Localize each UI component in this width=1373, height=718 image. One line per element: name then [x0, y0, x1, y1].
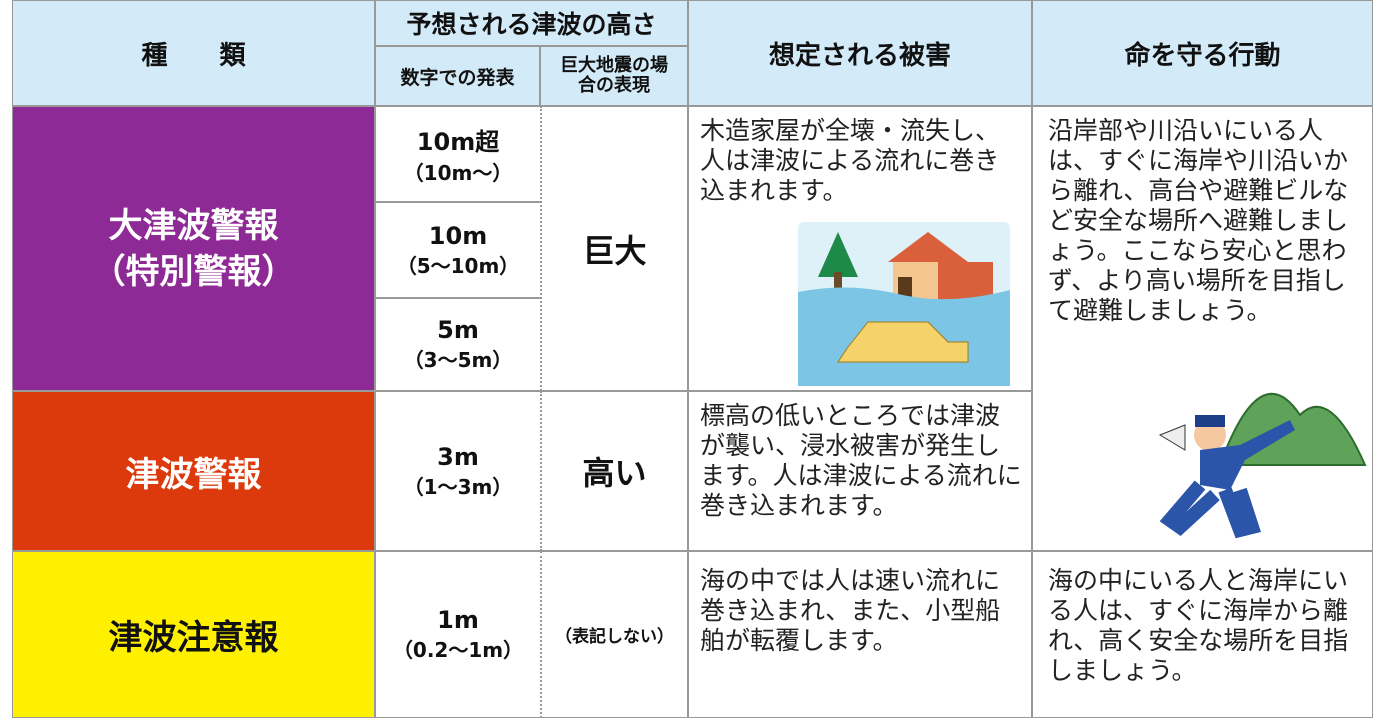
height-cell: 3m （1〜3m）: [375, 391, 540, 551]
height-cell: 1m （0.2〜1m）: [375, 551, 540, 718]
damage-cell: [688, 106, 1032, 391]
header-height: 予想される津波の高さ: [375, 0, 688, 46]
height-range: （3〜5m）: [403, 348, 513, 372]
expression: （表記しない）: [540, 551, 688, 718]
damage-text: 海の中では人は速い流れに巻き込まれ、また、小型船舶が転覆します。: [700, 566, 1001, 655]
height-cell: 5m （3〜5m）: [375, 298, 540, 391]
height-range: （10m〜）: [403, 161, 513, 185]
height-main: 10m超: [416, 128, 500, 156]
height-cell: 10m超 （10m〜）: [375, 106, 540, 202]
height-cell: 10m （5〜10m）: [375, 202, 540, 298]
height-range: （5〜10m）: [396, 253, 520, 278]
type-name: 大津波警報: [108, 205, 279, 246]
damage-cell: [688, 391, 1032, 551]
height-range: （1〜3m）: [403, 474, 513, 499]
header-numeric: 数字での発表: [375, 46, 540, 106]
header-type: 種 類: [12, 0, 375, 106]
header-action: 命を守る行動: [1032, 0, 1373, 106]
height-main: 3m: [437, 442, 479, 471]
header-qualitative: 巨大地震の場合の表現: [540, 46, 688, 106]
header-damage: 想定される被害: [688, 0, 1032, 106]
height-main: 5m: [437, 316, 479, 344]
type-sub: （特別警報）: [91, 251, 296, 292]
action-text: 沿岸部や川沿いにいる人は、すぐに海岸や川沿いから離れ、高台や避難ビルなど安全な場…: [1048, 116, 1349, 325]
evacuation-illustration: [1158, 392, 1367, 539]
action-text: 海の中にいる人と海岸にいる人は、すぐに海岸から離れ、高く安全な場所を目指しましょ…: [1048, 566, 1349, 685]
height-main: 1m: [437, 606, 479, 634]
expression: 巨大: [540, 106, 688, 391]
damage-text: 木造家屋が全壊・流失し、人は津波による流れに巻き込まれます。: [700, 116, 1001, 205]
height-main: 10m: [428, 221, 488, 250]
height-range: （0.2〜1m）: [392, 638, 524, 662]
flood-illustration: [798, 222, 1010, 386]
expression: 高い: [540, 391, 688, 551]
damage-text: 標高の低いところでは津波が襲い、浸水被害が発生します。人は津波による流れに巻き込…: [700, 401, 1022, 520]
type-cell: 津波注意報: [12, 551, 375, 718]
type-cell: 大津波警報 （特別警報）: [12, 106, 375, 391]
type-cell: 津波警報: [12, 391, 375, 551]
